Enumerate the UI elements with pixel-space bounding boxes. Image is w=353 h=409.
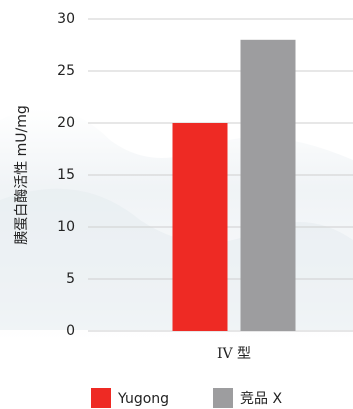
y-axis-label: 胰蛋白酶活性 mU/mg [14, 105, 30, 245]
y-tick-label: 30 [57, 11, 75, 27]
bar [240, 39, 296, 332]
legend-swatch [91, 388, 111, 408]
y-tick-label: 10 [57, 219, 75, 235]
y-tick-label: 15 [57, 167, 75, 183]
y-tick-label: 0 [66, 323, 75, 339]
legend-swatch [213, 388, 233, 408]
x-tick-label: IV 型 [217, 346, 251, 362]
legend-label: Yugong [117, 391, 169, 407]
y-tick-label: 25 [57, 63, 75, 79]
y-tick-label: 5 [66, 271, 75, 287]
y-tick-label: 20 [57, 115, 75, 131]
bar [172, 123, 228, 331]
legend-label: 竞品 X [240, 390, 282, 407]
